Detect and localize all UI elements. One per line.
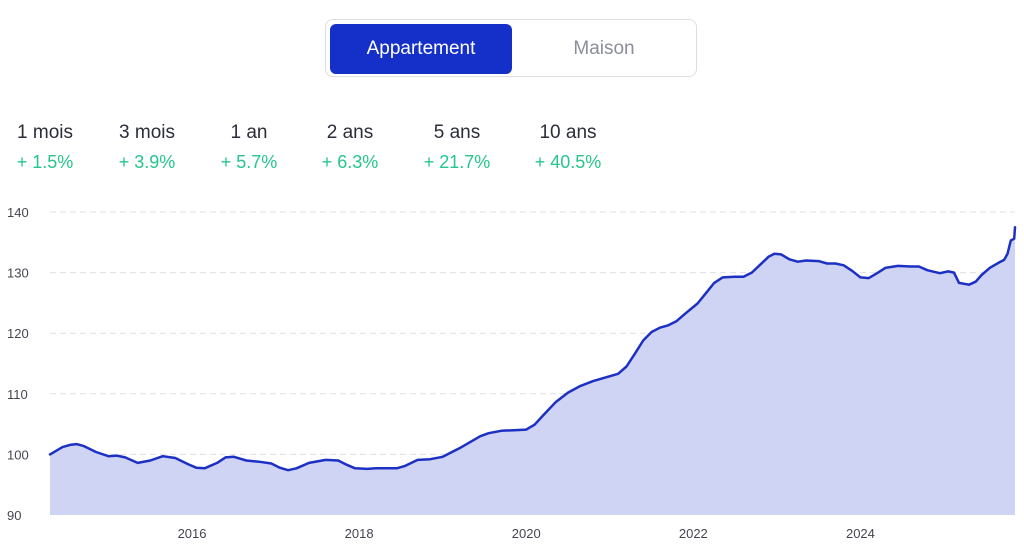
x-tick-label: 2016 — [178, 526, 207, 541]
y-tick-label: 120 — [7, 326, 29, 341]
stat-label: 1 an — [230, 122, 268, 143]
y-tick-label: 130 — [7, 266, 29, 281]
y-tick-label: 100 — [7, 447, 29, 462]
y-tick-label: 90 — [7, 508, 21, 523]
y-tick-label: 140 — [7, 205, 29, 220]
stat-label: 2 ans — [326, 122, 374, 143]
y-tick-label: 110 — [7, 387, 28, 402]
stat-10-ans: 10 ans + 40.5% — [520, 122, 616, 173]
stat-3-mois: 3 mois + 3.9% — [107, 122, 187, 173]
period-stats: 1 mois + 1.5% 3 mois + 3.9% 1 an + 5.7% … — [0, 122, 700, 182]
stat-value: + 21.7% — [423, 152, 491, 172]
stat-label: 1 mois — [17, 122, 73, 143]
stat-label: 5 ans — [433, 122, 481, 143]
x-tick-label: 2024 — [846, 526, 875, 541]
stat-5-ans: 5 ans + 21.7% — [412, 122, 502, 173]
stat-2-ans: 2 ans + 6.3% — [310, 122, 390, 173]
stat-1-mois: 1 mois + 1.5% — [8, 122, 82, 173]
stat-label: 3 mois — [119, 122, 175, 143]
series-area — [50, 227, 1015, 515]
x-tick-label: 2018 — [345, 526, 374, 541]
x-tick-label: 2022 — [679, 526, 708, 541]
stat-1-an: 1 an + 5.7% — [210, 122, 288, 173]
appartement-tab[interactable]: Appartement — [330, 24, 512, 74]
stat-value: + 5.7% — [220, 152, 278, 172]
stat-value: + 1.5% — [16, 152, 74, 172]
maison-tab[interactable]: Maison — [573, 38, 635, 59]
stat-value: + 40.5% — [534, 152, 602, 172]
stat-value: + 3.9% — [118, 152, 176, 172]
x-tick-label: 2020 — [512, 526, 541, 541]
series-line — [48, 225, 1017, 472]
property-type-toggle: Appartement Maison — [325, 19, 697, 77]
price-index-chart: 90 100 110 120 130 140 2016 2018 2020 2022 2024 — [7, 205, 1017, 541]
stat-label: 10 ans — [539, 122, 597, 143]
stat-value: + 6.3% — [321, 152, 379, 172]
